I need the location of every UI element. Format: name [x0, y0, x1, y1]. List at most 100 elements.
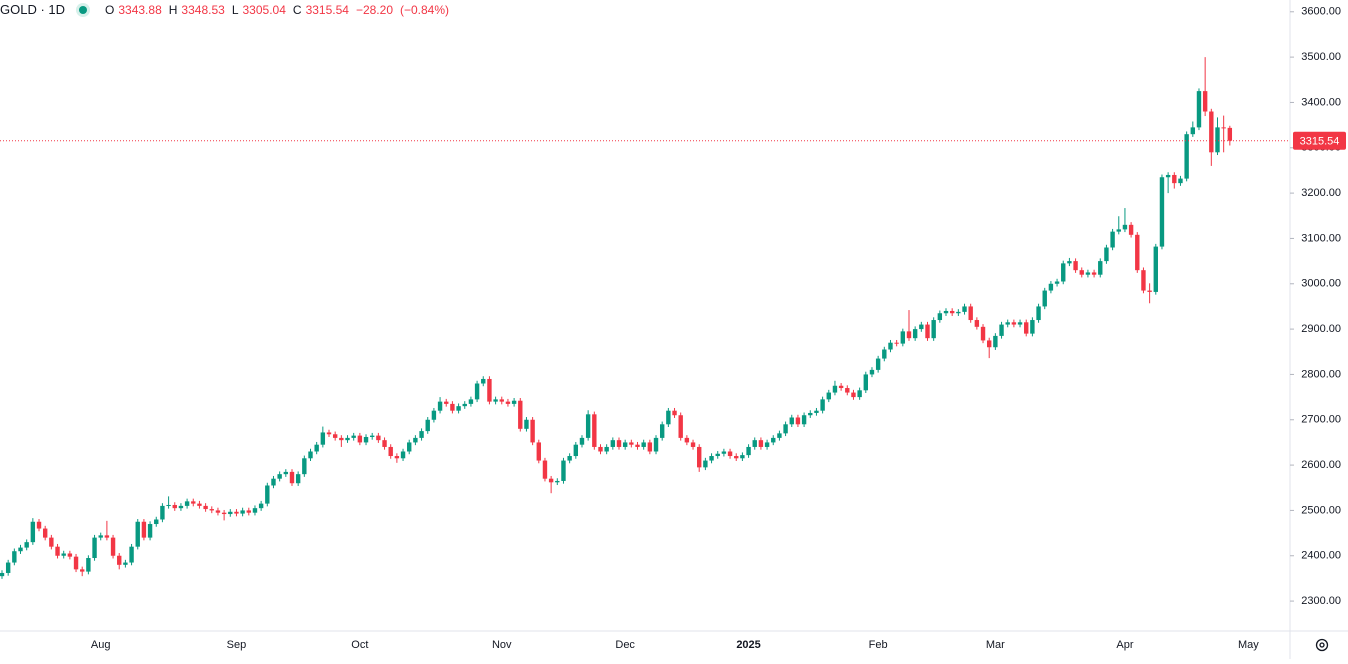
candle-body	[388, 446, 393, 457]
candle-body	[888, 342, 893, 350]
candle-body	[962, 306, 967, 312]
settings-ring	[1315, 638, 1329, 652]
candle-body	[1024, 322, 1029, 334]
candle-body	[345, 437, 350, 441]
candle-body	[18, 547, 23, 552]
candle-body	[1110, 231, 1115, 248]
candle-body	[24, 542, 29, 548]
candle-body	[758, 440, 764, 447]
candle-body	[450, 403, 455, 411]
candle-body	[548, 478, 554, 483]
candle-body	[172, 504, 177, 509]
candle-body	[721, 451, 727, 454]
candle-body	[610, 440, 616, 447]
candle-body	[845, 388, 850, 393]
y-tick-label: 2800.00	[1301, 368, 1341, 380]
candle-body	[425, 419, 430, 432]
candle-body	[1098, 261, 1103, 275]
candle-body	[1091, 272, 1097, 275]
candle-body	[801, 415, 807, 425]
candle-body	[413, 437, 418, 443]
candle-body	[474, 383, 480, 400]
candle-body	[851, 392, 856, 398]
candle-body	[1190, 127, 1196, 135]
ohlc-key: O	[105, 2, 115, 17]
candle-body	[437, 401, 443, 411]
candle-body	[943, 310, 949, 314]
candle-body	[129, 546, 134, 563]
candle-body	[937, 313, 943, 321]
candle-body	[1042, 290, 1047, 307]
candle-body	[505, 401, 511, 404]
candle-body	[882, 349, 887, 359]
candle-body	[203, 505, 208, 510]
candle-body	[561, 460, 566, 481]
candle-body	[246, 510, 251, 513]
candle-body	[1153, 246, 1158, 292]
candle-body	[462, 403, 467, 407]
candle-body	[1135, 234, 1140, 271]
candle-body	[647, 442, 653, 452]
candle-body	[727, 451, 733, 457]
candle-body	[524, 419, 529, 429]
ohlc-value: 3305.04	[242, 2, 286, 17]
candle-body	[530, 419, 535, 443]
candle-body	[1184, 134, 1189, 179]
candle-body	[1085, 272, 1091, 275]
candle-body	[919, 324, 924, 330]
x-tick-label: Sep	[227, 639, 247, 651]
candle-body	[154, 519, 159, 525]
candle-body	[265, 485, 270, 504]
y-tick-label: 3400.00	[1301, 96, 1341, 108]
candle-body	[493, 399, 498, 402]
candle-body	[734, 456, 739, 459]
candle-body	[456, 406, 461, 411]
candle-body	[407, 442, 412, 452]
ohlc-value: 3343.88	[118, 2, 162, 17]
candle-body	[1122, 224, 1128, 230]
candle-body	[949, 310, 955, 314]
candle-body	[993, 335, 998, 348]
candle-body	[987, 340, 992, 348]
candle-body	[1128, 224, 1134, 235]
candle-body	[906, 331, 912, 339]
candle-body	[228, 511, 233, 515]
candle-body	[271, 478, 276, 486]
candle-body	[1005, 322, 1010, 325]
candle-body	[487, 378, 492, 402]
candle-body	[400, 451, 406, 459]
candle-body	[1011, 322, 1017, 325]
candle-body	[339, 437, 344, 441]
candle-body	[598, 446, 603, 452]
candle-body	[635, 444, 640, 447]
candle-body	[672, 410, 677, 416]
candle-body	[1079, 270, 1084, 275]
y-tick-label: 3100.00	[1301, 232, 1341, 244]
candle-body	[826, 392, 831, 400]
candle-body	[1104, 247, 1109, 262]
candle-body	[1227, 127, 1233, 141]
candle-body	[283, 471, 289, 475]
candle-body	[740, 455, 745, 459]
candle-body	[715, 453, 720, 457]
candle-body	[221, 512, 227, 515]
candle-body	[314, 444, 319, 452]
x-tick-label: Nov	[492, 639, 512, 651]
candle-body	[555, 480, 560, 483]
candle-body	[684, 437, 690, 443]
candle-body	[567, 456, 572, 461]
y-tick-label: 3600.00	[1301, 6, 1341, 18]
candle-body	[289, 471, 295, 484]
x-tick-label: May	[1238, 639, 1259, 651]
symbol: GOLD · 1D	[0, 2, 66, 17]
candle-body	[808, 412, 813, 416]
candle-body	[86, 558, 91, 572]
candle-body	[499, 399, 504, 402]
candle-body	[653, 437, 659, 452]
candle-body	[110, 537, 116, 556]
settings-icon[interactable]	[1315, 638, 1329, 652]
candle-body	[147, 524, 153, 538]
candle-body	[80, 569, 85, 572]
candle-body	[1030, 320, 1035, 334]
